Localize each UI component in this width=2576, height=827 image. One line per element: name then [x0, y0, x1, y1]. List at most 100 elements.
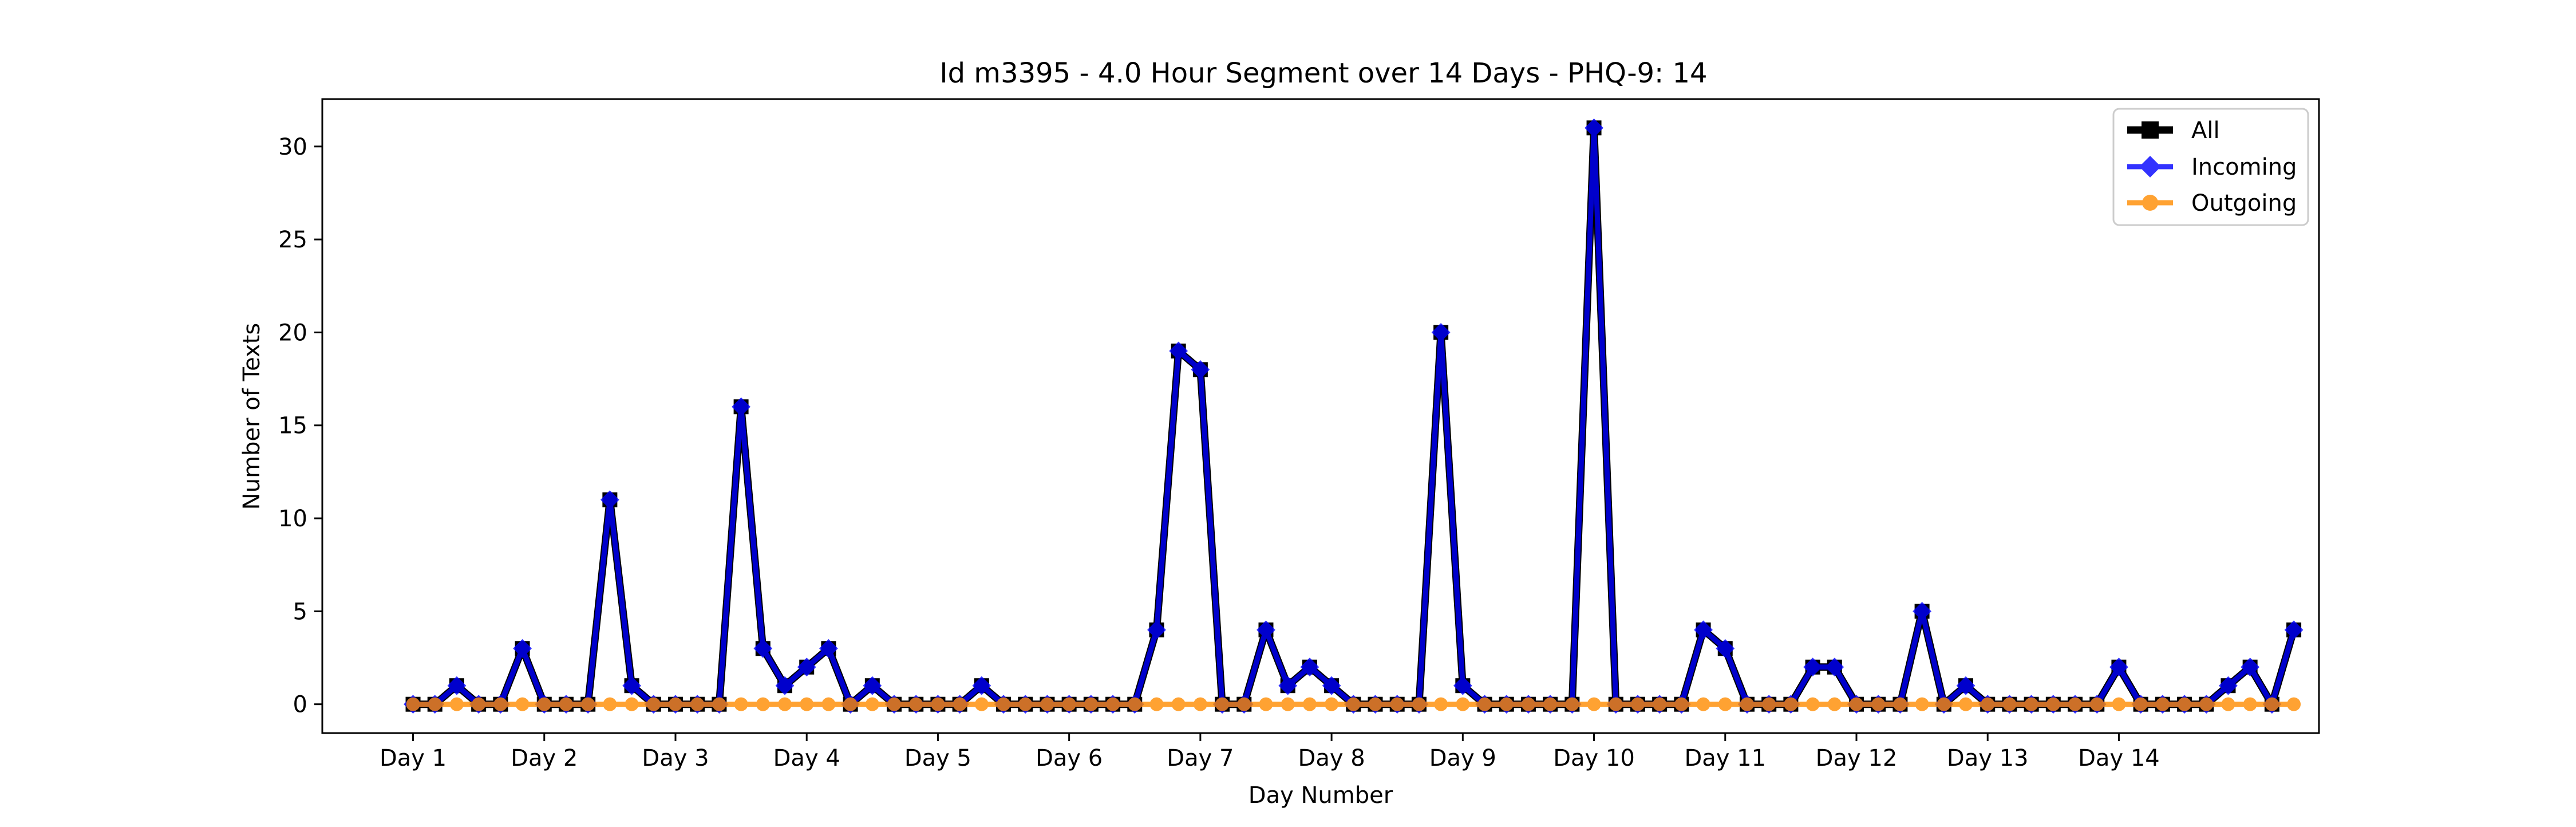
data-point-incoming [1585, 118, 1603, 137]
y-tick-label: 5 [293, 598, 307, 625]
data-point-incoming [1191, 360, 1210, 379]
data-point-incoming [1257, 620, 1275, 640]
data-point-outgoing [1259, 697, 1273, 711]
data-point-incoming [1825, 657, 1844, 677]
legend-label: Incoming [2191, 154, 2297, 180]
data-point-outgoing [559, 697, 573, 711]
data-point-outgoing [734, 697, 748, 711]
x-tick-label: Day 10 [1553, 745, 1635, 771]
x-axis-label: Day Number [1249, 782, 1393, 809]
data-point-outgoing [1062, 697, 1076, 711]
x-axis: Day 1 Day 2 Day 3 Day 4 Day 5 Day 6 Day 7 Day 8… [380, 733, 2160, 771]
data-point-outgoing [2112, 697, 2126, 711]
data-point-outgoing [406, 697, 420, 711]
data-point-outgoing [646, 697, 661, 711]
data-point-outgoing [997, 697, 1011, 711]
data-point-outgoing [2265, 697, 2279, 711]
data-point-incoming [1147, 620, 1166, 640]
data-point-incoming [863, 676, 882, 695]
legend-swatch-marker [2142, 121, 2159, 139]
x-tick-label: Day 9 [1429, 745, 1496, 771]
data-point-outgoing [1653, 697, 1667, 711]
data-point-outgoing [1937, 697, 1951, 711]
legend-swatch-marker [2142, 195, 2158, 211]
data-point-outgoing [2287, 697, 2301, 711]
y-tick-label: 25 [278, 227, 307, 253]
data-point-outgoing [2068, 697, 2083, 711]
data-point-outgoing [1237, 697, 1251, 711]
data-point-incoming [2109, 657, 2128, 677]
legend-item-incoming [2127, 156, 2173, 178]
data-point-outgoing [1281, 697, 1295, 711]
data-point-outgoing [865, 697, 879, 711]
legend-item-all [2127, 121, 2173, 139]
x-tick-label: Day 4 [773, 745, 840, 771]
y-tick-label: 15 [278, 413, 307, 439]
y-axis-label: Number of Texts [239, 323, 265, 510]
data-point-outgoing [472, 697, 486, 711]
x-tick-label: Day 14 [2078, 745, 2160, 771]
data-point-outgoing [2090, 697, 2104, 711]
y-tick-label: 30 [278, 134, 307, 160]
data-point-outgoing [1084, 697, 1098, 711]
data-point-outgoing [2134, 697, 2148, 711]
data-point-outgoing [2002, 697, 2017, 711]
data-point-outgoing [1609, 697, 1623, 711]
data-point-incoming [1322, 676, 1341, 695]
data-point-outgoing [1456, 697, 1470, 711]
legend-box [2112, 108, 2309, 226]
data-point-outgoing [1849, 697, 1863, 711]
data-point-outgoing [625, 697, 639, 711]
data-point-outgoing [2155, 697, 2170, 711]
data-point-outgoing [953, 697, 967, 711]
data-point-incoming [753, 639, 773, 658]
data-point-incoming [1453, 676, 1472, 695]
legend: All Incoming Outgoing [2112, 108, 2309, 226]
x-tick-label: Day 3 [642, 745, 709, 771]
legend-label: Outgoing [2191, 190, 2297, 216]
data-point-incoming [2241, 657, 2260, 677]
x-tick-label: Day 11 [1684, 745, 1766, 771]
data-point-incoming [775, 676, 795, 695]
data-point-outgoing [1499, 697, 1514, 711]
y-tick-label: 20 [278, 320, 307, 346]
data-point-outgoing [449, 697, 464, 711]
data-point-outgoing [821, 697, 836, 711]
data-point-outgoing [712, 697, 726, 711]
plot-area-frame [321, 98, 2320, 734]
data-point-outgoing [1959, 697, 1973, 711]
legend-swatch-marker [2139, 156, 2161, 178]
x-tick-label: Day 7 [1167, 745, 1234, 771]
data-point-outgoing [2221, 697, 2235, 711]
data-point-outgoing [2024, 697, 2038, 711]
data-point-incoming [1803, 657, 1822, 677]
data-point-incoming [2284, 620, 2304, 640]
data-point-outgoing [974, 697, 989, 711]
data-point-incoming [622, 676, 641, 695]
data-point-outgoing [2046, 697, 2060, 711]
data-point-outgoing [515, 697, 530, 711]
data-point-outgoing [428, 697, 442, 711]
data-point-incoming [732, 397, 751, 416]
data-point-incoming [2219, 676, 2238, 695]
data-point-outgoing [1302, 697, 1317, 711]
data-point-incoming [797, 657, 816, 677]
data-point-outgoing [1543, 697, 1558, 711]
data-point-outgoing [581, 697, 595, 711]
x-tick-label: Day 2 [511, 745, 578, 771]
data-point-outgoing [1565, 697, 1579, 711]
data-point-outgoing [1587, 697, 1601, 711]
data-point-outgoing [1871, 697, 1886, 711]
data-point-incoming [1694, 620, 1713, 640]
x-tick-label: Day 8 [1298, 745, 1365, 771]
data-point-outgoing [1915, 697, 1929, 711]
data-point-outgoing [1018, 697, 1033, 711]
y-axis: 0 5 10 15 20 25 30 [278, 134, 322, 718]
data-point-incoming [513, 639, 532, 658]
x-tick-label: Day 12 [1816, 745, 1898, 771]
x-tick-label: Day 13 [1947, 745, 2029, 771]
x-tick-label: Day 6 [1036, 745, 1103, 771]
y-tick-label: 0 [293, 692, 307, 718]
data-point-outgoing [668, 697, 682, 711]
data-point-outgoing [1674, 697, 1689, 711]
